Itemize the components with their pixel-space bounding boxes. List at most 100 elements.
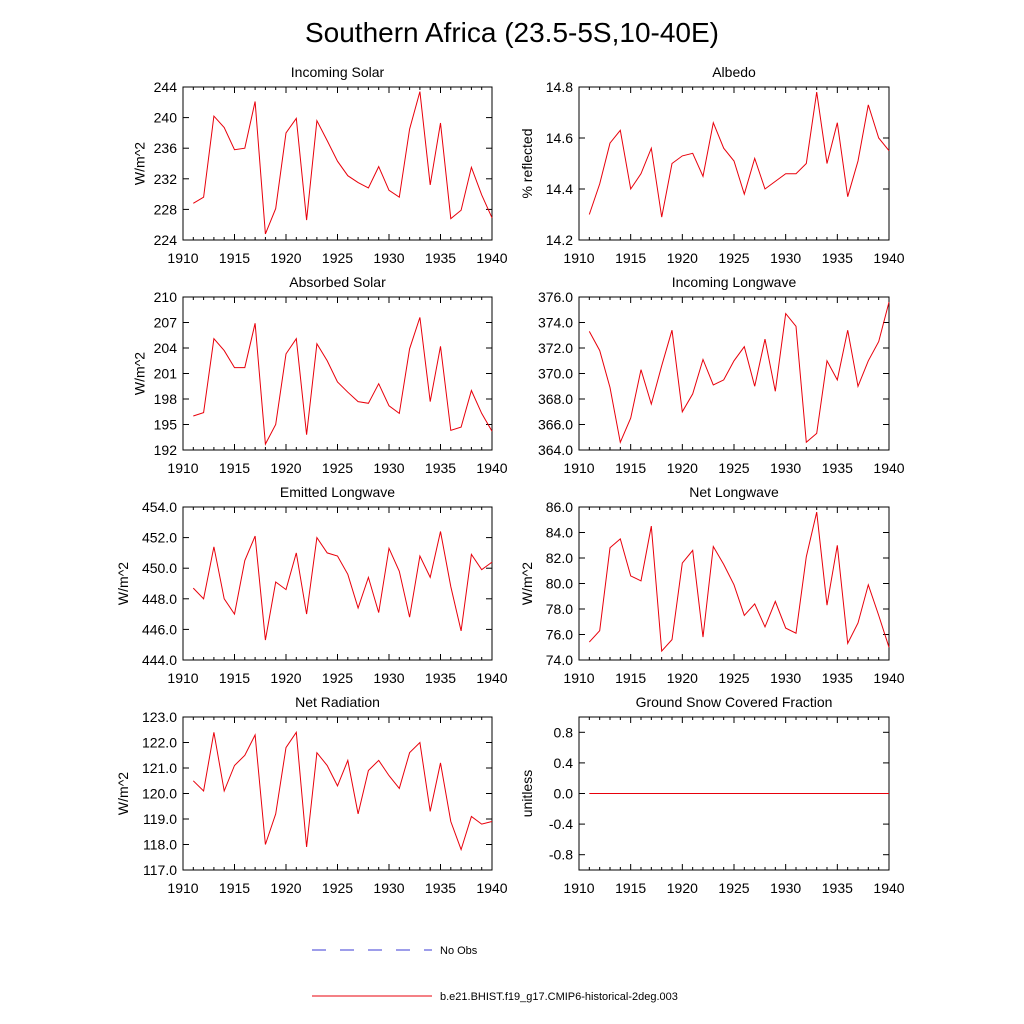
panel-incoming-longwave-xtick-label: 1910 [563, 460, 594, 476]
panel-net-radiation-xtick-label: 1925 [322, 880, 353, 896]
panel-incoming-solar-ytick-label: 232 [154, 171, 178, 187]
panel-net-longwave-ytick-label: 82.0 [546, 550, 573, 566]
panel-net-radiation-ytick-label: 120.0 [142, 786, 177, 802]
panel-incoming-solar-xtick-label: 1935 [425, 250, 456, 266]
panel-albedo-title: Albedo [712, 64, 756, 80]
panel-incoming-solar-ytick-label: 228 [154, 201, 178, 217]
panel-incoming-solar-ytick-label: 244 [154, 79, 178, 95]
panel-net-radiation-ytick-label: 122.0 [142, 735, 177, 751]
panel-net-radiation-ylabel: W/m^2 [115, 772, 131, 815]
panel-absorbed-solar-xtick-label: 1920 [270, 460, 301, 476]
panel-net-longwave-title: Net Longwave [689, 484, 779, 500]
panel-ground-snow-covered-fraction-ytick-label: -0.4 [549, 816, 573, 832]
panel-albedo-ytick-label: 14.8 [546, 79, 573, 95]
panel-incoming-solar-xtick-label: 1925 [322, 250, 353, 266]
panel-albedo-xtick-label: 1910 [563, 250, 594, 266]
panel-incoming-solar-series-line [193, 91, 493, 235]
panel-incoming-longwave-xtick-label: 1935 [822, 460, 853, 476]
panel-absorbed-solar-xtick-label: 1935 [425, 460, 456, 476]
panel-net-longwave-xtick-label: 1920 [667, 670, 698, 686]
panel-net-radiation-xtick-label: 1920 [270, 880, 301, 896]
panel-absorbed-solar-frame [182, 296, 493, 451]
panel-absorbed-solar-ytick-label: 195 [154, 417, 178, 433]
panel-albedo-frame [578, 86, 890, 241]
panel-net-longwave-xtick-label: 1940 [873, 670, 904, 686]
panel-emitted-longwave-ytick-label: 454.0 [142, 499, 177, 515]
panel-absorbed-solar-ytick-label: 210 [154, 289, 178, 305]
panel-net-radiation-xtick-label: 1930 [373, 880, 404, 896]
panel-albedo-series-line [588, 92, 890, 218]
panel-ground-snow-covered-fraction-xtick-label: 1930 [770, 880, 801, 896]
panel-net-longwave-xtick-label: 1910 [563, 670, 594, 686]
panel-incoming-solar-ytick-label: 224 [154, 232, 178, 248]
panel-incoming-solar-ytick-label: 236 [154, 140, 178, 156]
panel-absorbed-solar-ytick-label: 201 [154, 366, 178, 382]
legend: No Obs b.e21.BHIST.f19_g17.CMIP6-histori… [312, 945, 678, 1003]
panel-absorbed-solar-ytick-label: 207 [154, 315, 178, 331]
panel-incoming-longwave-ytick-label: 376.0 [538, 289, 573, 305]
panel-absorbed-solar-xtick-label: 1915 [219, 460, 250, 476]
panel-incoming-solar-xtick-label: 1940 [476, 250, 507, 266]
panel-albedo-xtick-label: 1935 [822, 250, 853, 266]
panel-net-radiation-xtick-label: 1935 [425, 880, 456, 896]
panel-net-longwave-frame [578, 506, 890, 661]
panel-net-longwave-xtick-label: 1925 [718, 670, 749, 686]
panel-ground-snow-covered-fraction-xtick-label: 1920 [667, 880, 698, 896]
panel-incoming-longwave-xtick-label: 1920 [667, 460, 698, 476]
panel-ground-snow-covered-fraction-ytick-label: 0.0 [554, 786, 574, 802]
panel-incoming-solar-xtick-label: 1920 [270, 250, 301, 266]
panels: 1910 1915 1920 1925 1930 1935 1940 224 228 232 236… [115, 64, 905, 896]
panel-incoming-longwave-ytick-label: 374.0 [538, 315, 573, 331]
panel-emitted-longwave-title: Emitted Longwave [280, 484, 395, 500]
panel-ground-snow-covered-fraction-xtick-label: 1935 [822, 880, 853, 896]
panel-incoming-longwave-ytick-label: 370.0 [538, 366, 573, 382]
panel-emitted-longwave-xtick-label: 1930 [373, 670, 404, 686]
panel-ground-snow-covered-fraction-xtick-label: 1940 [873, 880, 904, 896]
panel-emitted-longwave-xtick-label: 1920 [270, 670, 301, 686]
panel-incoming-longwave-title: Incoming Longwave [672, 274, 797, 290]
panel-net-radiation: 1910 1915 1920 1925 1930 1935 1940 117.0 118.0 11… [115, 694, 508, 896]
panel-net-longwave-ytick-label: 84.0 [546, 525, 573, 541]
panel-incoming-longwave-frame [578, 296, 890, 451]
panel-incoming-solar-xtick-label: 1910 [167, 250, 198, 266]
panel-emitted-longwave-ytick-label: 448.0 [142, 591, 177, 607]
panel-emitted-longwave-frame [182, 506, 493, 661]
panel-albedo-xtick-label: 1925 [718, 250, 749, 266]
panel-emitted-longwave-xtick-label: 1935 [425, 670, 456, 686]
panel-albedo-ylabel: % reflected [519, 128, 535, 198]
panel-emitted-longwave-ytick-label: 444.0 [142, 652, 177, 668]
panel-albedo-xtick-label: 1940 [873, 250, 904, 266]
panel-net-longwave-xtick-label: 1935 [822, 670, 853, 686]
panel-incoming-longwave-xtick-label: 1930 [770, 460, 801, 476]
panel-net-longwave-series-line [588, 511, 890, 653]
panel-net-longwave-ytick-label: 78.0 [546, 601, 573, 617]
panel-incoming-longwave-ytick-label: 366.0 [538, 417, 573, 433]
panel-net-radiation-ytick-label: 123.0 [142, 709, 177, 725]
panel-net-radiation-xtick-label: 1940 [476, 880, 507, 896]
panel-net-radiation-series-line [192, 730, 493, 852]
panel-ground-snow-covered-fraction-ylabel: unitless [519, 770, 535, 817]
panel-net-longwave-ytick-label: 86.0 [546, 499, 573, 515]
panel-absorbed-solar-ytick-label: 204 [154, 340, 178, 356]
panel-absorbed-solar-xtick-label: 1940 [476, 460, 507, 476]
panel-incoming-solar-ylabel: W/m^2 [131, 142, 147, 185]
panel-emitted-longwave-xtick-label: 1940 [476, 670, 507, 686]
panel-emitted-longwave-ytick-label: 450.0 [142, 560, 177, 576]
panel-emitted-longwave: 1910 1915 1920 1925 1930 1935 1940 444.0 446.0 44… [115, 484, 508, 686]
panel-absorbed-solar-ytick-label: 192 [154, 442, 178, 458]
panel-albedo-ytick-label: 14.2 [546, 232, 573, 248]
panel-incoming-longwave-xtick-label: 1915 [615, 460, 646, 476]
panel-net-radiation-xtick-label: 1915 [219, 880, 250, 896]
legend-no-obs-label: No Obs [440, 945, 478, 957]
panel-emitted-longwave-series-line [192, 531, 493, 641]
legend-model-label: b.e21.BHIST.f19_g17.CMIP6-historical-2de… [440, 991, 678, 1003]
panel-net-longwave-ytick-label: 76.0 [546, 627, 573, 643]
panel-emitted-longwave-ytick-label: 446.0 [142, 621, 177, 637]
panel-albedo-xtick-label: 1915 [615, 250, 646, 266]
panel-ground-snow-covered-fraction-ytick-label: 0.4 [554, 755, 574, 771]
panel-absorbed-solar: 1910 1915 1920 1925 1930 1935 1940 192 195 198 201… [131, 274, 507, 476]
panel-net-longwave: 1910 1915 1920 1925 1930 1935 1940 74.0 76.0 78.0… [519, 484, 905, 686]
panel-albedo-xtick-label: 1930 [770, 250, 801, 266]
panel-emitted-longwave-xtick-label: 1915 [219, 670, 250, 686]
